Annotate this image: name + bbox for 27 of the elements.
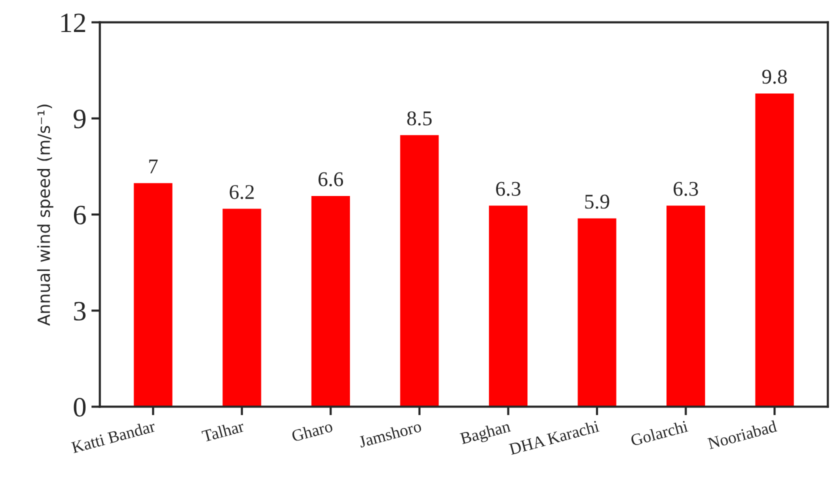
x-tick-label: Talhar (201, 420, 245, 442)
data-label: 6.2 (230, 185, 254, 200)
y-axis-title: Annual wind speed (m/s⁻¹) (37, 104, 54, 326)
x-tick-label: Golarchi (630, 420, 689, 446)
x-tick-label: Katti Bandar (70, 420, 156, 454)
x-tick-label: Jamshoro (358, 420, 422, 448)
bar (398, 134, 440, 407)
bar (488, 204, 529, 407)
y-tick-label: 12 (61, 14, 86, 32)
data-label: 6.6 (318, 172, 344, 186)
bar (132, 182, 174, 407)
data-label: 6.3 (496, 182, 520, 196)
bar (576, 217, 618, 407)
data-label: 5.9 (585, 194, 610, 209)
data-label: 8.5 (407, 111, 432, 126)
y-tick-label: 6 (74, 206, 86, 224)
data-label: 6.3 (674, 182, 698, 196)
bar (221, 207, 263, 407)
data-label: 9.8 (762, 70, 787, 84)
bar (310, 194, 352, 407)
x-tick-label: Gharo (291, 420, 334, 442)
y-tick-label: 0 (74, 398, 86, 417)
y-tick-label: 3 (74, 302, 86, 321)
data-label: 7 (149, 160, 158, 174)
bar (665, 204, 706, 407)
bar (754, 92, 796, 407)
y-tick-label: 9 (74, 110, 86, 128)
